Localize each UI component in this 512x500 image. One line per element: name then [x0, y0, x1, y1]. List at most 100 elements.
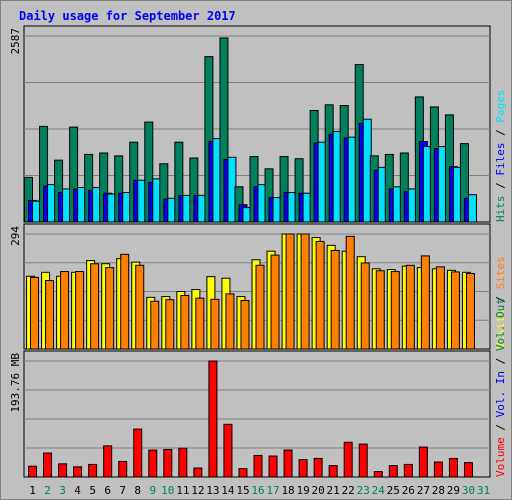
sites-bar: [60, 271, 70, 350]
volume-bar: [238, 468, 248, 478]
x-tick-label: 3: [59, 484, 66, 497]
x-tick-label: 6: [104, 484, 111, 497]
x-tick-label: 31: [477, 484, 490, 497]
pages-bar: [467, 194, 477, 223]
volume-bar: [148, 449, 158, 478]
sites-bar: [465, 273, 475, 350]
visits-panel-bars: [26, 233, 475, 350]
volume-bar: [118, 460, 128, 478]
legend-separator: /: [494, 176, 507, 196]
x-tick-label: 24: [372, 484, 386, 497]
volume-bar: [298, 459, 308, 478]
sites-bar: [285, 233, 295, 350]
sites-bar: [270, 254, 280, 350]
volume-bar: [208, 360, 218, 478]
volume-bar: [88, 463, 98, 478]
sites-bar: [360, 262, 370, 350]
volume-bar: [328, 465, 338, 478]
x-tick-label: 2: [44, 484, 51, 497]
x-tick-label: 29: [447, 484, 460, 497]
x-tick-label: 1: [29, 484, 36, 497]
legend-separator: /: [494, 417, 507, 437]
legend-vol-in: Vol. In: [494, 371, 507, 417]
legend-sites: Sites: [494, 256, 507, 289]
x-tick-label: 20: [312, 484, 325, 497]
sites-bar: [315, 240, 325, 350]
x-tick-label: 12: [191, 484, 204, 497]
volume-bar: [373, 471, 383, 478]
volume-bar: [43, 452, 53, 478]
sites-bar: [195, 297, 205, 350]
legend-separator: /: [494, 289, 507, 309]
volume-bar: [163, 448, 173, 478]
sites-bar: [90, 263, 100, 350]
legend-hits: Hits: [494, 196, 507, 223]
x-tick-label: 18: [281, 484, 294, 497]
sites-bar: [300, 233, 310, 350]
sites-bar: [150, 300, 160, 350]
sites-bar: [255, 264, 265, 350]
volume-bar: [403, 463, 413, 478]
x-tick-label: 9: [149, 484, 156, 497]
visits-panel-scale-label: 294: [9, 226, 22, 246]
visits-sites-legend: Visits / Sites: [494, 256, 507, 349]
x-tick-label: 14: [221, 484, 235, 497]
volume-bar: [178, 447, 188, 478]
legend-pages: Pages: [494, 90, 507, 123]
volume-bar: [73, 466, 83, 478]
x-tick-label: 30: [462, 484, 475, 497]
x-tick-label: 4: [74, 484, 81, 497]
volume-bar: [268, 455, 278, 478]
x-tick-label: 13: [206, 484, 219, 497]
legend-visits: Visits: [494, 309, 507, 349]
sites-bar: [435, 266, 445, 350]
volume-bar: [103, 445, 113, 478]
volume-bar: [448, 457, 458, 478]
volume-bar: [343, 441, 353, 478]
x-tick-label: 27: [417, 484, 430, 497]
sites-bar: [75, 271, 85, 350]
volume-bar: [58, 463, 68, 478]
x-axis-day-labels: 1 2 3 4 5 6 7 8 9 10 11 12 13 14 15 16 17 18 19 20 21 22 23 24 2…: [29, 484, 490, 497]
hits-panel-scale-label: 2587: [9, 28, 22, 55]
sites-bar: [225, 293, 235, 350]
sites-bar: [45, 280, 55, 350]
sites-bar: [420, 255, 430, 350]
volume-bar: [433, 461, 443, 478]
sites-bar: [30, 276, 40, 350]
x-tick-label: 16: [251, 484, 264, 497]
volume-panel-scale-label: 193.76 MB: [9, 353, 22, 413]
volume-bar: [193, 467, 203, 478]
x-tick-label: 28: [432, 484, 445, 497]
volume-legend: Volume / Vol. In / Vol. Out: [494, 298, 507, 477]
legend-volume: Volume: [494, 437, 507, 477]
volume-panel-gridlines: [24, 360, 490, 449]
sites-bar: [330, 249, 340, 350]
volume-bar: [418, 446, 428, 478]
volume-bar: [283, 449, 293, 478]
legend-separator: /: [494, 123, 507, 143]
x-tick-label: 21: [327, 484, 340, 497]
sites-bar: [165, 299, 175, 350]
x-tick-label: 7: [119, 484, 126, 497]
hits-files-pages-legend: Hits / Files / Pages: [494, 90, 507, 223]
x-tick-label: 11: [176, 484, 189, 497]
sites-bar: [405, 264, 415, 350]
sites-bar: [180, 294, 190, 350]
x-tick-label: 22: [342, 484, 355, 497]
x-tick-label: 15: [236, 484, 249, 497]
x-tick-label: 8: [134, 484, 141, 497]
volume-bar: [388, 465, 398, 478]
legend-files: Files: [494, 143, 507, 176]
x-tick-label: 26: [402, 484, 415, 497]
volume-bar: [313, 457, 323, 478]
sites-bar: [240, 299, 250, 350]
volume-bar: [463, 462, 473, 478]
volume-bar: [133, 428, 143, 478]
hits-panel-bars: [24, 37, 477, 223]
sites-bar: [120, 253, 130, 350]
legend-vol-out: Vol. Out: [494, 298, 507, 351]
volume-bar: [253, 454, 263, 478]
volume-panel-bars: [28, 360, 473, 478]
sites-bar: [345, 235, 355, 350]
